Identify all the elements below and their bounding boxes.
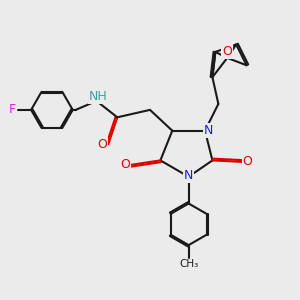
Text: O: O xyxy=(98,138,107,151)
Text: O: O xyxy=(243,155,252,168)
Text: CH₃: CH₃ xyxy=(179,260,198,269)
Text: O: O xyxy=(222,45,232,58)
Text: O: O xyxy=(120,158,130,171)
Text: N: N xyxy=(204,124,213,137)
Text: NH: NH xyxy=(88,90,107,103)
Text: F: F xyxy=(9,103,16,116)
Text: N: N xyxy=(184,169,193,182)
